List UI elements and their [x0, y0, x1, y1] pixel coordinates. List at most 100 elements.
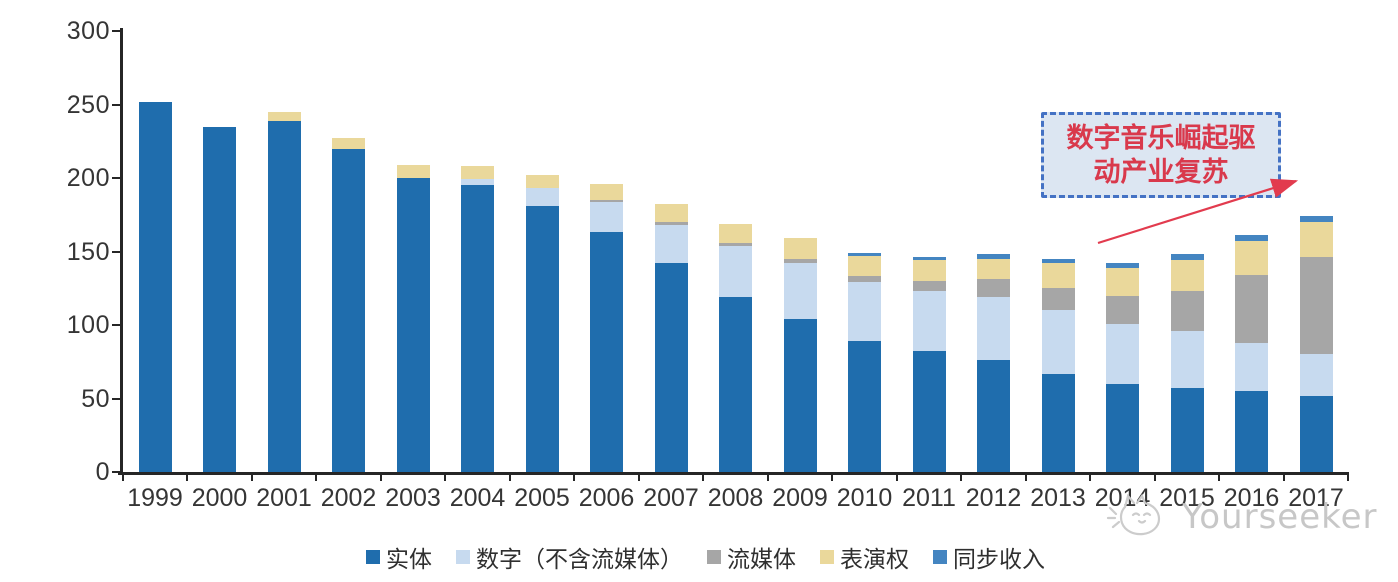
bar-segment-2013 — [1041, 373, 1075, 472]
bar-segment-2017 — [1299, 222, 1333, 258]
y-tick — [112, 250, 120, 253]
x-tick-label: 2005 — [514, 484, 570, 512]
bar-segment-2006 — [590, 200, 623, 202]
x-tick-label: 2013 — [1030, 484, 1086, 512]
bar-segment-2012 — [977, 254, 1010, 259]
annotation-text-line2: 动产业复苏 — [1093, 157, 1229, 187]
bar-segment-2016 — [1235, 391, 1268, 472]
bar-segment-2017 — [1299, 395, 1333, 472]
x-tick-label: 2009 — [772, 484, 828, 512]
bar-segment-2012 — [977, 297, 1010, 361]
legend-item: 实体 — [366, 540, 432, 574]
y-tick-label: 250 — [66, 90, 110, 119]
legend-swatch — [707, 550, 721, 564]
y-tick-label: 0 — [95, 458, 110, 486]
x-tick-label: 2000 — [191, 484, 248, 512]
legend-label: 数字（不含流媒体） — [476, 546, 683, 572]
x-tick-label: 2007 — [643, 484, 699, 512]
y-axis-line — [120, 28, 123, 474]
bar-segment-2008 — [719, 242, 752, 246]
x-tick — [1347, 472, 1350, 481]
bar-segment-2015 — [1170, 388, 1204, 472]
bar-segment-2016 — [1235, 275, 1268, 343]
legend: 实体 数字（不含流媒体） 流媒体 表演权 同步收入 — [366, 540, 1045, 574]
bar-segment-2017 — [1299, 257, 1333, 355]
bar-segment-2003 — [396, 178, 430, 472]
bar-segment-2011 — [912, 257, 946, 261]
legend-swatch — [366, 550, 380, 564]
bar-segment-2011 — [912, 291, 946, 352]
x-tick-label: 1999 — [127, 484, 183, 512]
legend-label: 流媒体 — [727, 546, 796, 572]
bar-segment-2001 — [267, 120, 301, 472]
bar-segment-2015 — [1170, 254, 1204, 261]
y-tick — [112, 103, 120, 106]
x-tick — [379, 472, 382, 481]
bar-segment-2007 — [654, 263, 688, 472]
bar-segment-2014 — [1106, 295, 1139, 324]
bar-segment-2002 — [332, 148, 365, 472]
bar-segment-2004 — [461, 185, 494, 472]
bar-segment-2009 — [783, 258, 817, 264]
bar-segment-2008 — [719, 245, 752, 298]
yourseeker-logo-icon — [1106, 494, 1161, 536]
bar-segment-2008 — [719, 297, 752, 472]
x-tick-label: 2015 — [1159, 484, 1215, 512]
legend-swatch — [820, 550, 834, 564]
bar-segment-2002 — [332, 138, 365, 149]
x-tick — [1282, 472, 1285, 481]
legend-item: 表演权 — [820, 540, 909, 574]
x-tick — [315, 472, 318, 481]
x-tick — [1024, 472, 1027, 481]
bar-segment-2017 — [1299, 354, 1333, 396]
bar-segment-2010 — [848, 282, 881, 342]
bar-segment-2011 — [912, 280, 946, 292]
bar-segment-2004 — [461, 166, 494, 180]
x-tick-label: 2003 — [385, 484, 441, 512]
bar-segment-2013 — [1041, 288, 1075, 311]
bar-segment-2014 — [1106, 263, 1139, 268]
bar-segment-2007 — [654, 222, 688, 226]
x-tick — [895, 472, 898, 481]
x-tick — [250, 472, 253, 481]
bar-segment-2000 — [203, 126, 236, 472]
bar-segment-2015 — [1170, 291, 1204, 331]
watermark-text: Yourseeker — [1182, 497, 1378, 537]
bar-segment-2009 — [783, 319, 817, 472]
x-tick-label: 2001 — [256, 484, 312, 512]
x-tick-label: 2002 — [320, 484, 377, 512]
x-tick-label: 2016 — [1223, 484, 1280, 512]
bar-segment-2013 — [1041, 310, 1075, 374]
bar-segment-2010 — [848, 341, 881, 472]
bar-segment-2009 — [783, 263, 817, 320]
y-tick-label: 200 — [66, 164, 110, 192]
bar-segment-2006 — [590, 183, 623, 201]
legend-item: 数字（不含流媒体） — [456, 540, 683, 574]
y-tick-label: 300 — [66, 17, 110, 45]
y-tick — [112, 397, 120, 400]
bar-segment-2013 — [1041, 258, 1075, 264]
x-tick-label: 2004 — [449, 484, 506, 512]
x-tick — [766, 472, 769, 481]
x-tick-label: 2006 — [578, 484, 635, 512]
bar-segment-2016 — [1235, 235, 1268, 242]
bar-segment-2016 — [1235, 342, 1268, 392]
legend-item: 同步收入 — [933, 540, 1045, 574]
bar-segment-2012 — [977, 258, 1010, 280]
bar-segment-2013 — [1041, 263, 1075, 289]
y-tick — [112, 324, 120, 327]
bar-segment-2010 — [848, 276, 881, 283]
x-tick — [960, 472, 963, 481]
y-tick — [112, 30, 120, 33]
legend-swatch — [456, 550, 470, 564]
x-tick — [186, 472, 189, 481]
legend-label: 表演权 — [840, 546, 909, 572]
bar-segment-2010 — [848, 252, 881, 256]
y-tick-label: 50 — [81, 384, 110, 413]
x-tick-label: 2017 — [1288, 484, 1344, 512]
legend-label: 实体 — [386, 546, 432, 572]
y-tick-label: 150 — [66, 237, 110, 266]
bar-segment-2015 — [1170, 260, 1204, 292]
bar-segment-2017 — [1299, 216, 1333, 223]
legend-swatch — [933, 550, 947, 564]
